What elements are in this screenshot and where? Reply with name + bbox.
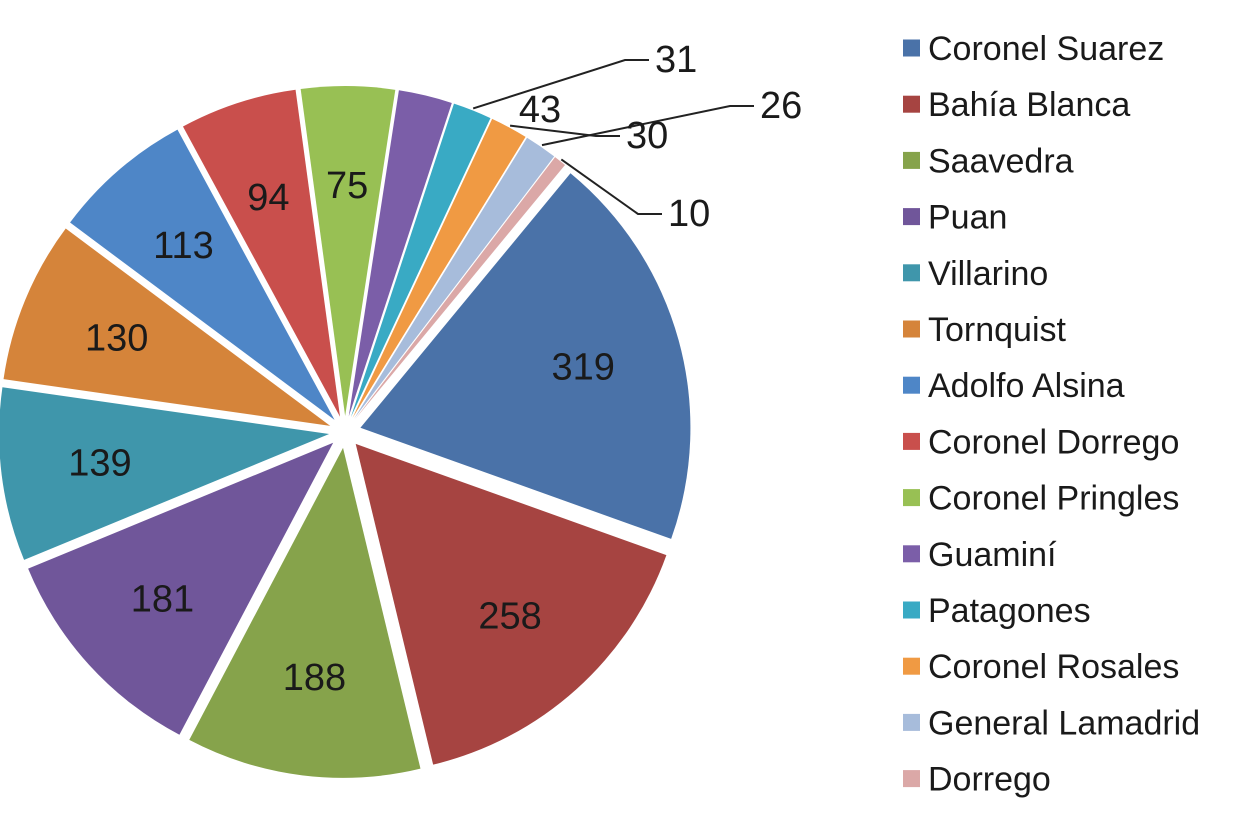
legend-label-patagones: Patagones <box>928 592 1091 630</box>
slice-adolfo-alsina <box>70 129 335 420</box>
data-label-saavedra: 188 <box>283 657 346 699</box>
data-label-villarino: 139 <box>68 443 131 485</box>
slice-puan <box>28 442 334 735</box>
legend-swatch-puan <box>903 208 920 226</box>
legend-swatch-patagones <box>903 601 920 619</box>
slice-coronel-rosales <box>352 118 526 418</box>
legend-label-tornquist: Tornquist <box>928 311 1067 349</box>
legend-swatch-coronel-pringles <box>903 489 920 507</box>
data-label-tornquist: 130 <box>85 318 148 360</box>
slice-coronel-pringles <box>300 86 396 417</box>
slice-coronel-suarez <box>360 173 691 539</box>
data-label-coronel-suarez: 319 <box>551 346 614 388</box>
leader-line-patagones <box>472 59 649 110</box>
legend-swatch-guamini <box>903 545 920 563</box>
legend-label-coronel-rosales: Coronel Rosales <box>928 648 1179 686</box>
legend-label-coronel-dorrego: Coronel Dorrego <box>928 423 1179 461</box>
data-label-puan: 181 <box>131 578 194 620</box>
legend-label-guamini: Guaminí <box>928 536 1057 574</box>
data-label-coronel-dorrego: 94 <box>247 177 289 219</box>
legend-label-coronel-suarez: Coronel Suarez <box>928 30 1164 68</box>
legend-label-puan: Puan <box>928 199 1007 237</box>
legend: Coronel Suarez Bahía Blanca Saavedra Puan Vi… <box>903 30 1200 799</box>
legend-swatch-coronel-rosales <box>903 657 920 675</box>
legend-swatch-villarino <box>903 264 920 282</box>
slice-villarino <box>0 387 330 560</box>
data-label-adolfo-alsina: 113 <box>153 225 214 267</box>
data-label-patagones: 31 <box>655 39 697 81</box>
leader-line-coronel-rosales <box>509 124 620 137</box>
leader-line-general-lamadrid <box>541 105 754 147</box>
slice-coronel-dorrego <box>182 89 341 417</box>
slice-dorrego <box>354 157 566 420</box>
pie-slices <box>0 86 691 778</box>
data-label-general-lamadrid: 26 <box>760 85 802 127</box>
legend-swatch-bahia-blanca <box>903 95 920 113</box>
legend-label-saavedra: Saavedra <box>928 142 1074 180</box>
legend-label-bahia-blanca: Bahía Blanca <box>928 86 1130 124</box>
legend-swatch-saavedra <box>903 151 920 169</box>
slice-bahia-blanca <box>355 443 667 765</box>
data-label-bahia-blanca: 258 <box>478 596 541 638</box>
data-label-coronel-pringles: 75 <box>326 165 368 207</box>
legend-label-villarino: Villarino <box>928 255 1048 293</box>
legend-label-adolfo-alsina: Adolfo Alsina <box>928 367 1125 405</box>
legend-swatch-coronel-dorrego <box>903 432 920 450</box>
legend-swatch-coronel-suarez <box>903 39 920 57</box>
legend-label-dorrego: Dorrego <box>928 761 1051 799</box>
data-label-guamini: 43 <box>519 89 561 131</box>
slice-general-lamadrid <box>354 137 555 419</box>
legend-swatch-tornquist <box>903 320 920 338</box>
legend-swatch-adolfo-alsina <box>903 376 920 394</box>
data-labels: 319 258 188 181 139 130 113 94 75 43 31 30 26 10 <box>68 39 802 699</box>
leader-line-dorrego <box>560 158 662 215</box>
data-label-dorrego: 10 <box>668 193 710 235</box>
slice-saavedra <box>189 447 421 778</box>
slice-tornquist <box>3 228 331 426</box>
leader-lines <box>472 59 754 215</box>
legend-swatch-dorrego <box>903 770 920 788</box>
slice-patagones <box>350 103 491 418</box>
data-label-coronel-rosales: 30 <box>626 115 668 157</box>
legend-swatch-general-lamadrid <box>903 713 920 731</box>
legend-label-general-lamadrid: General Lamadrid <box>928 704 1200 742</box>
legend-label-coronel-pringles: Coronel Pringles <box>928 480 1179 518</box>
slice-guamini <box>348 90 452 417</box>
